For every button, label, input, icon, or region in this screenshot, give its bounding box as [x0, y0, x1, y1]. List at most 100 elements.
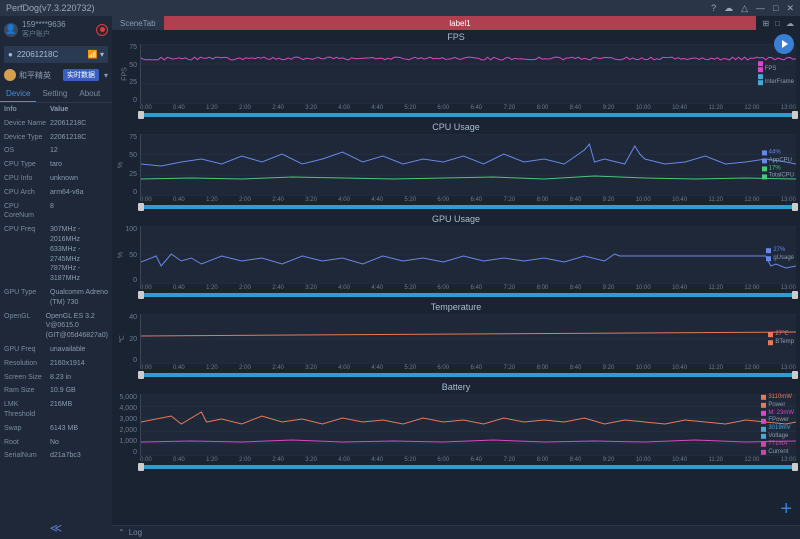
label-tab[interactable]: label1 [164, 16, 757, 30]
user-phone: 159****9636 [22, 20, 66, 29]
y-axis-label: % [118, 161, 125, 167]
legend-item: FPower [761, 417, 794, 425]
legend-item: gUsage [766, 255, 794, 263]
info-val: d21a7bc3 [50, 451, 108, 461]
x-axis: 0:000:401:202:002:403:204:004:405:206:00… [140, 104, 796, 111]
wifi-icon: 📶 ▾ [88, 50, 104, 59]
window-controls: ? ☁ △ — □ ✕ [711, 3, 794, 14]
layers-icon[interactable]: □ [775, 19, 780, 28]
app-title: PerfDog(v7.3.220732) [6, 3, 95, 13]
x-axis: 0:000:401:202:002:403:204:004:405:206:00… [140, 284, 796, 291]
chart-title-gpu: GPU Usage [116, 212, 796, 226]
x-axis: 0:000:401:202:002:403:204:004:405:206:00… [140, 456, 796, 463]
chart-plot-fps[interactable]: FPSInterFrame [140, 44, 796, 104]
info-val: unknown [50, 174, 108, 184]
titlebar: PerfDog(v7.3.220732) ? ☁ △ — □ ✕ [0, 0, 800, 16]
time-scrubber[interactable] [140, 205, 796, 209]
collapse-sidebar-button[interactable]: ≪ [0, 517, 112, 539]
info-key: Screen Size [4, 373, 50, 383]
chart-legend: 27℃BTemp [768, 331, 794, 347]
info-key: OpenGL [4, 312, 46, 341]
chart-plot-gpu[interactable]: 27%gUsage [140, 226, 796, 284]
info-val: 307MHz - 2016MHz633MHz - 2745MHz787MHz -… [50, 225, 108, 284]
app-selector[interactable]: 和平精英 实时数据 ▾ [0, 66, 112, 84]
time-scrubber[interactable] [140, 465, 796, 469]
info-key: SerialNum [4, 451, 50, 461]
info-key: GPU Type [4, 288, 50, 308]
info-key: Device Name [4, 119, 50, 129]
play-button[interactable] [774, 34, 794, 54]
content-area: SceneTab label1 ⊞ □ ☁ FPS FPS 7550250 FP… [112, 16, 800, 539]
chart-legend: 27%gUsage [766, 247, 794, 263]
info-val: 12 [50, 146, 108, 156]
chart-title-temp: Temperature [116, 300, 796, 314]
device-selector[interactable]: ● 22061218C 📶 ▾ [4, 46, 108, 63]
chart-plot-cpu[interactable]: 44%AppCPU17%TotalCPU [140, 134, 796, 196]
info-val: 22061218C [50, 133, 108, 143]
add-chart-button[interactable]: + [780, 498, 792, 521]
info-val: 8.23 in [50, 373, 108, 383]
y-axis-label: FPS [121, 67, 128, 81]
legend-item: 771mA [761, 441, 794, 449]
info-key: Swap [4, 424, 50, 434]
tab-setting[interactable]: Setting [36, 86, 73, 102]
legend-item: TotalCPU [762, 173, 794, 181]
device-id: 22061218C [17, 50, 58, 59]
x-axis: 0:000:401:202:002:403:204:004:405:206:00… [140, 196, 796, 203]
legend-item: Voltage [761, 433, 794, 441]
close-icon[interactable]: ✕ [786, 3, 794, 14]
chart-plot-temp[interactable]: 27℃BTemp [140, 314, 796, 364]
info-val: 22061218C [50, 119, 108, 129]
info-val: 216MB [50, 400, 108, 420]
user-row: 👤 159****9636 客户账户 [0, 16, 112, 43]
sidebar-tabs: Device Setting About [0, 86, 112, 103]
charts-container: FPS FPS 7550250 FPSInterFrame 0:000:401:… [112, 30, 800, 525]
info-key: GPU Freq [4, 345, 50, 355]
maximize-icon[interactable]: □ [773, 3, 778, 14]
user-sub: 客户账户 [22, 29, 66, 39]
chart-legend: 44%AppCPU17%TotalCPU [762, 149, 794, 180]
scene-tab[interactable]: SceneTab [112, 16, 164, 30]
info-val: 2160x1914 [50, 359, 108, 369]
cloud-upload-icon[interactable]: ☁ [786, 19, 794, 28]
app-name: 和平精英 [19, 70, 51, 81]
legend-item: InterFrame [758, 79, 794, 87]
tab-device[interactable]: Device [0, 86, 36, 102]
info-key: CPU Info [4, 174, 50, 184]
info-key: Device Type [4, 133, 50, 143]
settings-icon[interactable]: △ [741, 3, 748, 14]
x-axis: 0:000:401:202:002:403:204:004:405:206:00… [140, 364, 796, 371]
info-val: Qualcomm Adreno (TM) 730 [50, 288, 108, 308]
info-val: arm64-v8a [50, 188, 108, 198]
time-scrubber[interactable] [140, 373, 796, 377]
info-key: Resolution [4, 359, 50, 369]
minimize-icon[interactable]: — [756, 3, 765, 14]
device-info-table: InfoValue Device Name22061218CDevice Typ… [0, 103, 112, 517]
info-val: 10.9 GB [50, 386, 108, 396]
legend-item: Current [761, 448, 794, 456]
cloud-icon[interactable]: ☁ [724, 3, 733, 14]
chart-title-battery: Battery [116, 380, 796, 394]
legend-item: 17% [762, 165, 794, 173]
legend-item: AppCPU [762, 157, 794, 165]
time-scrubber[interactable] [140, 293, 796, 297]
expand-log-icon[interactable]: ⌃ [118, 528, 125, 537]
info-val: taro [50, 160, 108, 170]
app-badge[interactable]: 实时数据 [63, 69, 99, 81]
tab-about[interactable]: About [73, 86, 106, 102]
legend-item: 44% [762, 149, 794, 157]
legend-item: BTemp [768, 339, 794, 347]
y-axis-label: ℃ [118, 335, 126, 343]
legend-item: M: 23mW [761, 409, 794, 417]
log-bar[interactable]: ⌃ Log [112, 525, 800, 539]
help-icon[interactable]: ? [711, 3, 716, 14]
info-key: CPU Arch [4, 188, 50, 198]
y-axis-label: % [118, 251, 125, 257]
chart-plot-battery[interactable]: 3110mWPowerM: 23mWFPower3019mVVoltage771… [140, 394, 796, 456]
avatar[interactable]: 👤 [4, 23, 18, 37]
time-scrubber[interactable] [140, 113, 796, 117]
legend-item: 3110mW [761, 394, 794, 402]
record-button[interactable] [96, 24, 108, 36]
grid-icon[interactable]: ⊞ [762, 19, 769, 28]
chevron-down-icon: ▾ [104, 71, 108, 80]
